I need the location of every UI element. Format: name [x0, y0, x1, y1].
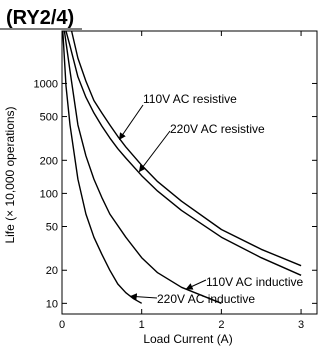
y-axis-ticks: 10 20 50 100 200 500 1000: [34, 78, 317, 310]
x-axis-ticks: 0 1 2 3: [59, 31, 304, 331]
series-line-110v-ac-inductive: [63, 30, 222, 304]
series-line-110v-ac-resistive: [70, 30, 302, 267]
x-tick-label: 2: [218, 319, 224, 331]
y-tick-label: 20: [46, 265, 58, 277]
annotation-label-220v-ac-inductive: 220V AC inductive: [157, 292, 255, 306]
annotation-layer: 110V AC resistive 220V AC resistive 110V A…: [118, 92, 303, 306]
chart-title: (RY2/4): [6, 7, 74, 29]
annotation-arrow-220v-ac-resistive: [138, 130, 171, 173]
x-tick-label: 3: [298, 319, 304, 331]
x-axis-label: Load Current (A): [143, 332, 232, 346]
annotation-arrow-220v-ac-inductive: [129, 293, 158, 301]
annotation-label-110v-ac-resistive: 110V AC resistive: [143, 92, 237, 106]
series-layer: [62, 30, 302, 304]
y-tick-label: 1000: [34, 78, 58, 90]
annotation-label-110v-ac-inductive: 110V AC inductive: [206, 275, 303, 289]
plot-frame: [61, 30, 318, 315]
annotation-arrow-110v-ac-resistive: [118, 104, 144, 140]
y-tick-label: 500: [40, 112, 58, 124]
annotation-arrow-110v-ac-inductive: [185, 279, 207, 290]
y-tick-label: 10: [46, 298, 58, 310]
y-axis-label: Life (× 10,000 operations): [3, 106, 17, 243]
series-line-220v-ac-resistive: [65, 30, 302, 276]
annotation-label-220v-ac-resistive: 220V AC resistive: [170, 122, 265, 136]
y-tick-label: 100: [40, 188, 58, 200]
y-tick-label: 200: [40, 155, 58, 167]
y-tick-label: 50: [46, 221, 58, 233]
series-line-220v-ac-inductive: [62, 30, 143, 304]
x-tick-label: 1: [139, 319, 145, 331]
x-tick-label: 0: [59, 319, 65, 331]
